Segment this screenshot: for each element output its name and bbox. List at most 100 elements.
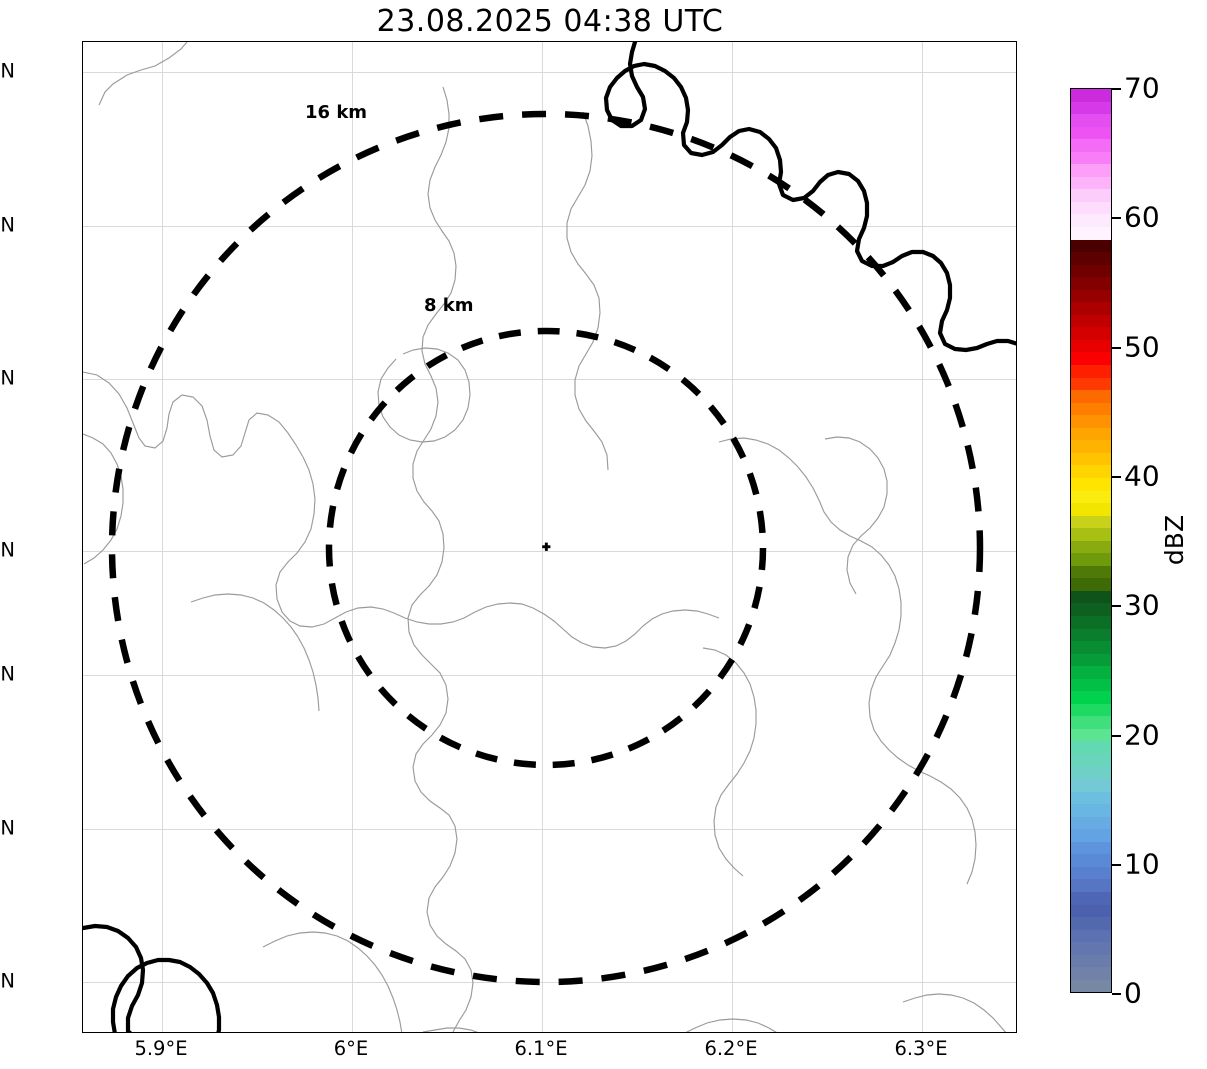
country-borders (83, 42, 1016, 1032)
colorbar-band-7 (1071, 176, 1111, 190)
colorbar-band-30 (1071, 465, 1111, 478)
colorbar-tick-label: 60 (1124, 200, 1160, 234)
colorbar-band-58 (1071, 816, 1111, 830)
radar-map-axes: 16 km 8 km (82, 41, 1017, 1033)
ytick-mark (82, 675, 83, 676)
gridline-lat-49.7 (83, 982, 1016, 983)
colorbar-band-26 (1071, 415, 1111, 428)
ytick-label: 49.85°N (0, 538, 15, 562)
xtick-label: 5.9°E (134, 1037, 188, 1060)
colorbar-band-54 (1071, 766, 1111, 780)
colorbar-band-19 (1071, 327, 1111, 340)
colorbar-tick (1112, 347, 1121, 349)
colorbar-band-24 (1071, 390, 1111, 403)
colorbar-band-64 (1071, 892, 1111, 905)
colorbar-band-44 (1071, 641, 1111, 654)
colorbar-band-48 (1071, 691, 1111, 704)
colorbar-band-40 (1071, 590, 1111, 604)
colorbar-band-27 (1071, 427, 1111, 441)
colorbar-tick (1112, 88, 1121, 90)
xtick-label: 6.3°E (894, 1037, 948, 1060)
ytick-label: 49.7°N (0, 969, 15, 993)
gridline-lon-6.2 (732, 42, 733, 1032)
range-ring-8km (325, 327, 767, 769)
xtick-label: 6.2°E (704, 1037, 758, 1060)
colorbar-band-9 (1071, 201, 1111, 215)
gridline-lat-50.0 (83, 72, 1016, 73)
colorbar-tick-label: 20 (1124, 718, 1160, 752)
ytick-mark (82, 829, 83, 830)
colorbar-band-17 (1071, 302, 1111, 315)
range-ring-16km-label: 16 km (305, 102, 368, 123)
colorbar-tick-label: 10 (1124, 847, 1160, 881)
colorbar-band-34 (1071, 515, 1111, 529)
colorbar-tick-label: 40 (1124, 459, 1160, 493)
xtick-mark (352, 1032, 353, 1033)
gridline-lat-49.85 (83, 551, 1016, 552)
colorbar-band-42 (1071, 615, 1111, 629)
colorbar-band-25 (1071, 402, 1111, 416)
colorbar-tick-label: 30 (1124, 588, 1160, 622)
colorbar-band-16 (1071, 289, 1111, 303)
colorbar-tick (1112, 217, 1121, 219)
ytick-mark (82, 379, 83, 380)
colorbar-band-31 (1071, 477, 1111, 491)
colorbar-band-62 (1071, 866, 1111, 880)
ytick-label: 50°N (0, 59, 15, 83)
xtick-mark (162, 1032, 163, 1033)
xtick-label: 6°E (333, 1037, 369, 1060)
colorbar-tick (1112, 735, 1121, 737)
colorbar-band-35 (1071, 528, 1111, 541)
colorbar-band-69 (1071, 954, 1111, 968)
colorbar (1070, 88, 1112, 993)
range-ring-16km (108, 110, 984, 986)
colorbar-band-38 (1071, 565, 1111, 579)
colorbar-band-21 (1071, 352, 1111, 366)
colorbar-tick (1112, 605, 1121, 607)
colorbar-band-11 (1071, 227, 1111, 240)
colorbar-band-51 (1071, 728, 1111, 742)
colorbar-band-12 (1071, 239, 1111, 253)
colorbar-band-57 (1071, 804, 1111, 817)
gridline-lon-5.9 (162, 42, 163, 1032)
radar-center-marker (542, 542, 551, 551)
colorbar-band-29 (1071, 452, 1111, 466)
colorbar-band-3 (1071, 126, 1111, 140)
colorbar-band-10 (1071, 214, 1111, 228)
colorbar-tick (1112, 864, 1121, 866)
colorbar-tick-label: 70 (1124, 71, 1160, 105)
ytick-mark (82, 72, 83, 73)
colorbar-band-50 (1071, 716, 1111, 729)
colorbar-band-53 (1071, 753, 1111, 767)
ytick-mark (82, 982, 83, 983)
xtick-mark (922, 1032, 923, 1033)
gridline-lon-6.3 (922, 42, 923, 1032)
colorbar-band-18 (1071, 314, 1111, 328)
colorbar-band-56 (1071, 791, 1111, 805)
colorbar-band-6 (1071, 164, 1111, 177)
colorbar-band-45 (1071, 653, 1111, 667)
page-title: 23.08.2025 04:38 UTC (376, 4, 724, 39)
colorbar-band-46 (1071, 666, 1111, 679)
colorbar-band-47 (1071, 678, 1111, 692)
colorbar-band-2 (1071, 114, 1111, 127)
colorbar-band-22 (1071, 365, 1111, 378)
colorbar-tick-label: 50 (1124, 330, 1160, 364)
range-ring-8km-label: 8 km (424, 295, 474, 316)
colorbar-band-1 (1071, 101, 1111, 115)
colorbar-band-39 (1071, 578, 1111, 591)
gridline-lat-49.8 (83, 675, 1016, 676)
colorbar-band-55 (1071, 779, 1111, 792)
colorbar-band-41 (1071, 603, 1111, 616)
colorbar-band-32 (1071, 490, 1111, 504)
colorbar-band-63 (1071, 879, 1111, 892)
ytick-label: 49.8°N (0, 662, 15, 686)
colorbar-tick (1112, 993, 1121, 995)
colorbar-band-60 (1071, 841, 1111, 855)
map-geometry-layer (83, 42, 1016, 1032)
colorbar-band-23 (1071, 377, 1111, 391)
xtick-mark (542, 1032, 543, 1033)
ytick-label: 49.75°N (0, 816, 15, 840)
xtick-mark (732, 1032, 733, 1033)
colorbar-band-8 (1071, 189, 1111, 202)
